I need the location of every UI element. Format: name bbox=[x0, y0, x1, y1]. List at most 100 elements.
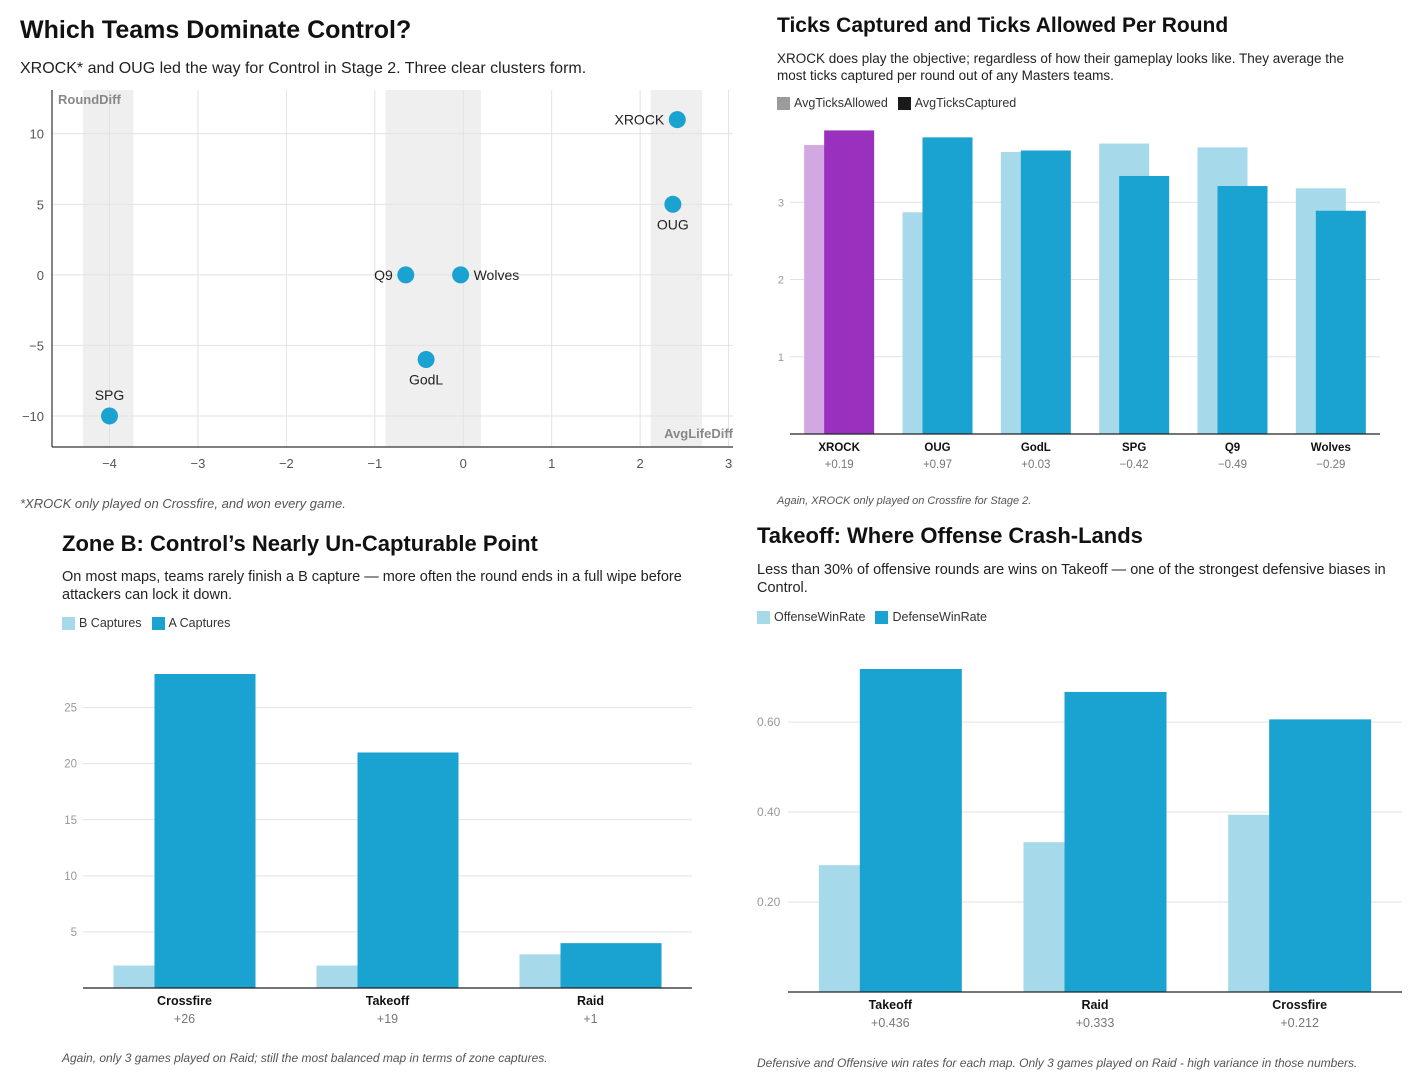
zone-title: Zone B: Control’s Nearly Un-Capturable P… bbox=[62, 531, 538, 556]
bar-avgticksallowed bbox=[1000, 152, 1051, 434]
scatter-subtitle: XROCK* and OUG led the way for Control i… bbox=[20, 60, 587, 77]
legend-label: AvgTicksAllowed bbox=[794, 96, 888, 110]
bar-b-captures bbox=[113, 965, 215, 988]
point-wolves bbox=[452, 266, 470, 284]
legend-item-defense: DefenseWinRate bbox=[875, 610, 987, 624]
bar-avgtickscaptured bbox=[922, 137, 973, 435]
zone-legend: B Captures A Captures bbox=[62, 616, 240, 630]
shaded-band bbox=[385, 90, 481, 447]
x-tick-label: 2 bbox=[637, 456, 644, 471]
bar-avgticksallowed bbox=[1197, 147, 1248, 434]
category-sublabel: +0.97 bbox=[923, 459, 952, 471]
shaded-band bbox=[650, 90, 703, 447]
bar-avgtickscaptured bbox=[1020, 150, 1071, 434]
ticks-legend: AvgTicksAllowed AvgTicksCaptured bbox=[777, 96, 1026, 110]
bar-avgtickscaptured bbox=[1315, 210, 1366, 434]
zone-footnote: Again, only 3 games played on Raid; stil… bbox=[62, 1051, 548, 1065]
legend-swatch-black bbox=[897, 96, 911, 110]
bar-avgticksallowed bbox=[1295, 188, 1346, 434]
category-sublabel: +0.212 bbox=[1280, 1016, 1319, 1030]
category-sublabel: −0.42 bbox=[1120, 459, 1149, 471]
point-q9 bbox=[397, 266, 415, 284]
ticks-subtitle: XROCK does play the objective; regardles… bbox=[777, 51, 1345, 83]
point-label: XROCK bbox=[614, 112, 664, 128]
zone-subtitle: On most maps, teams rarely finish a B ca… bbox=[62, 569, 682, 603]
category-label: Raid bbox=[1081, 998, 1108, 1012]
x-tick-label: 3 bbox=[725, 456, 732, 471]
category-label: OUG bbox=[924, 442, 950, 454]
legend-swatch-gray bbox=[777, 96, 790, 110]
point-label: SPG bbox=[95, 387, 125, 403]
point-label: Q9 bbox=[374, 267, 393, 283]
bar-a-captures bbox=[357, 752, 459, 988]
legend-item-ticks-allowed: AvgTicksAllowed bbox=[777, 96, 888, 110]
y-tick-label: −5 bbox=[29, 338, 44, 353]
x-tick-label: 1 bbox=[548, 456, 555, 471]
category-sublabel: +0.333 bbox=[1076, 1016, 1115, 1030]
takeoff-title: Takeoff: Where Offense Crash-Lands bbox=[757, 523, 1143, 548]
y-tick-label: 20 bbox=[64, 759, 77, 771]
legend-item-a-captures: A Captures bbox=[151, 616, 230, 630]
shaded-band bbox=[82, 90, 134, 447]
bar-offensewinrate bbox=[1228, 814, 1331, 992]
y-tick-label: 5 bbox=[71, 927, 77, 939]
y-tick-label: 2 bbox=[778, 275, 784, 287]
legend-swatch-primary bbox=[875, 610, 889, 624]
x-tick-label: −4 bbox=[102, 456, 117, 471]
x-tick-label: −2 bbox=[279, 456, 294, 471]
y-tick-label: 1 bbox=[778, 352, 784, 364]
y-tick-label: 10 bbox=[30, 127, 44, 142]
bar-avgtickscaptured bbox=[1217, 186, 1268, 434]
bar-defensewinrate bbox=[1064, 691, 1167, 992]
category-label: Wolves bbox=[1311, 442, 1351, 454]
bar-offensewinrate bbox=[1023, 842, 1126, 992]
category-sublabel: +0.03 bbox=[1021, 459, 1050, 471]
bar-avgticksallowed bbox=[1099, 143, 1150, 435]
takeoff-subtitle: Less than 30% of offensive rounds are wi… bbox=[757, 562, 1386, 596]
bar-avgtickscaptured bbox=[1119, 175, 1170, 435]
y-axis-label: RoundDiff bbox=[58, 92, 121, 107]
category-label: GodL bbox=[1021, 442, 1051, 454]
legend-swatch-primary bbox=[151, 616, 165, 630]
bar-b-captures bbox=[519, 954, 621, 988]
point-xrock bbox=[668, 111, 686, 129]
legend-swatch-light bbox=[62, 616, 75, 630]
y-tick-label: 0 bbox=[37, 268, 44, 283]
category-sublabel: −0.49 bbox=[1218, 459, 1247, 471]
category-sublabel: +0.19 bbox=[825, 459, 854, 471]
y-tick-label: 10 bbox=[64, 871, 77, 883]
legend-swatch-light bbox=[757, 610, 770, 624]
y-tick-label: 5 bbox=[37, 197, 44, 212]
point-label: Wolves bbox=[474, 267, 520, 283]
x-axis-label: AvgLifeDiff bbox=[664, 426, 734, 441]
legend-item-ticks-captured: AvgTicksCaptured bbox=[897, 96, 1017, 110]
scatter-title: Which Teams Dominate Control? bbox=[20, 16, 412, 44]
category-label: Crossfire bbox=[1272, 998, 1327, 1012]
category-label: Q9 bbox=[1225, 442, 1240, 454]
bar-avgticksallowed bbox=[902, 212, 953, 434]
category-label: XROCK bbox=[818, 442, 860, 454]
category-label: Takeoff bbox=[869, 998, 913, 1012]
point-label: GodL bbox=[409, 372, 443, 388]
y-tick-label: 15 bbox=[64, 815, 77, 827]
legend-label: AvgTicksCaptured bbox=[914, 96, 1017, 110]
x-tick-label: 0 bbox=[460, 456, 467, 471]
legend-label: OffenseWinRate bbox=[774, 610, 866, 624]
y-tick-label: −10 bbox=[22, 409, 44, 424]
y-tick-label: 0.60 bbox=[757, 715, 781, 729]
x-tick-label: −3 bbox=[191, 456, 206, 471]
bar-offensewinrate bbox=[818, 865, 921, 992]
category-sublabel: +1 bbox=[583, 1012, 597, 1026]
takeoff-footnote: Defensive and Offensive win rates for ea… bbox=[757, 1056, 1358, 1070]
category-label: Raid bbox=[577, 994, 604, 1008]
y-tick-label: 0.20 bbox=[757, 895, 781, 909]
y-tick-label: 0.40 bbox=[757, 805, 781, 819]
scatter-footnote: *XROCK only played on Crossfire, and won… bbox=[20, 496, 346, 511]
point-spg bbox=[100, 407, 118, 425]
y-tick-label: 25 bbox=[64, 703, 77, 715]
bar-avgticksallowed bbox=[804, 145, 855, 434]
category-sublabel: −0.29 bbox=[1316, 459, 1345, 471]
legend-label: DefenseWinRate bbox=[892, 610, 987, 624]
bar-b-captures bbox=[316, 965, 418, 988]
point-godl bbox=[417, 351, 435, 369]
